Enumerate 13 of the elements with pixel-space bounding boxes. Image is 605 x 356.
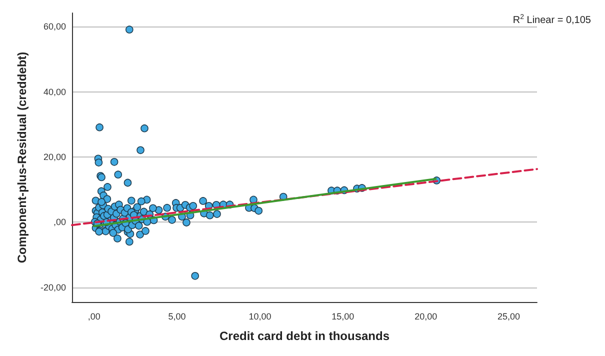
x-tick-label: 25,00 <box>498 312 520 322</box>
y-tick-label: -20,00 <box>40 282 66 292</box>
y-tick-label: 60,00 <box>43 22 66 32</box>
x-tick-label: ,00 <box>88 312 100 322</box>
x-tick-label: 5,00 <box>168 312 186 322</box>
y-axis-title: Component-plus-Residual (creddebt) <box>15 52 29 264</box>
x-tick-label: 20,00 <box>414 312 438 322</box>
y-tick-label: 20,00 <box>43 152 66 162</box>
y-tick-label: 40,00 <box>43 86 66 97</box>
x-tick-label: 10,00 <box>248 312 272 322</box>
y-tick-label: ,00 <box>53 217 66 228</box>
x-axis-title: Credit card debt in thousands <box>219 329 390 343</box>
x-tick-label: 15,00 <box>332 312 354 322</box>
